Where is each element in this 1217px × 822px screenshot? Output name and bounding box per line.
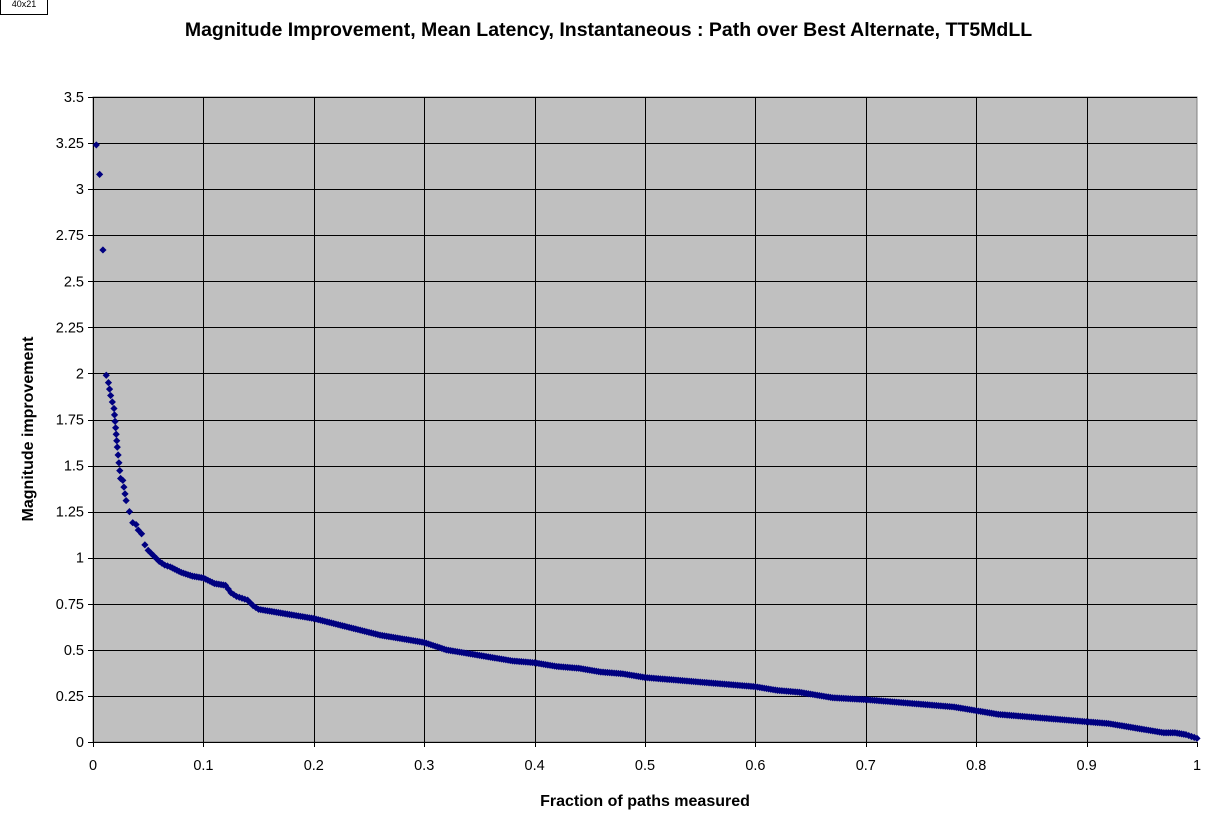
tick-labels: 0 0.1 0.2 0.3 0.4 0.5 0.6 0.7 0.8 0.9 1 0 0.25 0.5 0.7…	[56, 90, 1201, 774]
data-point	[110, 404, 118, 413]
data-point	[132, 520, 140, 529]
data-point	[99, 246, 107, 254]
data-point	[119, 476, 127, 484]
data-point	[141, 541, 149, 549]
data-point	[115, 459, 123, 467]
x-tick-label: 0.9	[1077, 758, 1097, 774]
y-tick-label: 1.5	[64, 459, 84, 475]
corner-tag: 40x21	[0, 0, 48, 15]
data-point	[112, 430, 120, 438]
y-tick-label: 2.5	[64, 274, 84, 290]
data-point	[111, 417, 119, 425]
data-point	[224, 585, 232, 593]
data-point	[235, 593, 243, 601]
y-tick-label: 1.25	[56, 505, 84, 521]
chart-title: Magnitude Improvement, Mean Latency, Ins…	[184, 19, 1033, 41]
data-point	[221, 581, 230, 589]
y-tick-label: 1.75	[56, 413, 84, 429]
data-point	[92, 141, 100, 149]
x-tick-label: 0.5	[635, 758, 655, 774]
data-point	[1187, 732, 1196, 741]
y-tick-label: 3	[76, 182, 84, 198]
data-point	[134, 526, 142, 534]
y-tick-label: 2	[76, 366, 84, 382]
y-tick-label: 2.75	[56, 228, 84, 244]
x-tick-label: 0	[89, 758, 97, 774]
y-tick-label: 1	[76, 551, 84, 567]
data-point	[150, 552, 158, 560]
y-tick-label: 0.25	[56, 689, 84, 705]
data-point	[144, 546, 152, 554]
data-point	[96, 170, 104, 178]
axes	[88, 97, 1198, 747]
gridlines	[93, 97, 1197, 742]
data-point	[125, 508, 134, 516]
x-tick-label: 0.3	[414, 758, 434, 774]
data-point	[1193, 734, 1201, 742]
data-point	[230, 590, 238, 599]
data-point	[116, 467, 124, 475]
data-point	[120, 483, 128, 491]
data-point	[102, 371, 110, 379]
data-point	[108, 398, 116, 406]
x-axis-title: Fraction of paths measured	[540, 793, 750, 810]
data-point	[122, 496, 130, 505]
y-tick-label: 0.5	[64, 643, 84, 659]
data-point	[105, 385, 114, 393]
x-tick-label: 0.7	[856, 758, 876, 774]
data-point	[243, 596, 252, 604]
y-axis-title: Magnitude improvement	[20, 336, 37, 522]
data-point	[1190, 733, 1198, 741]
data-point	[147, 549, 155, 557]
x-tick-label: 1	[1193, 758, 1201, 774]
data-point	[161, 561, 169, 569]
data-point	[112, 424, 120, 432]
y-tick-label: 3.5	[64, 90, 84, 106]
y-tick-label: 2.25	[56, 320, 84, 336]
data-point	[107, 391, 115, 400]
data-point	[113, 437, 121, 445]
data-point	[246, 599, 254, 607]
x-tick-label: 0.4	[525, 758, 545, 774]
data-point	[1185, 731, 1193, 740]
y-tick-label: 3.25	[56, 136, 84, 152]
y-tick-label: 0	[76, 735, 84, 751]
x-tick-label: 0.6	[745, 758, 765, 774]
x-tick-label: 0.1	[193, 758, 213, 774]
data-series	[92, 141, 1201, 742]
y-tick-label: 0.75	[56, 597, 84, 613]
data-point	[137, 530, 146, 538]
data-point	[121, 490, 129, 498]
x-tick-label: 0.8	[966, 758, 986, 774]
data-point	[252, 603, 260, 612]
data-point	[113, 443, 121, 451]
x-tick-label: 0.2	[304, 758, 324, 774]
data-point	[114, 451, 122, 459]
data-point	[110, 411, 119, 419]
data-point	[104, 379, 113, 387]
